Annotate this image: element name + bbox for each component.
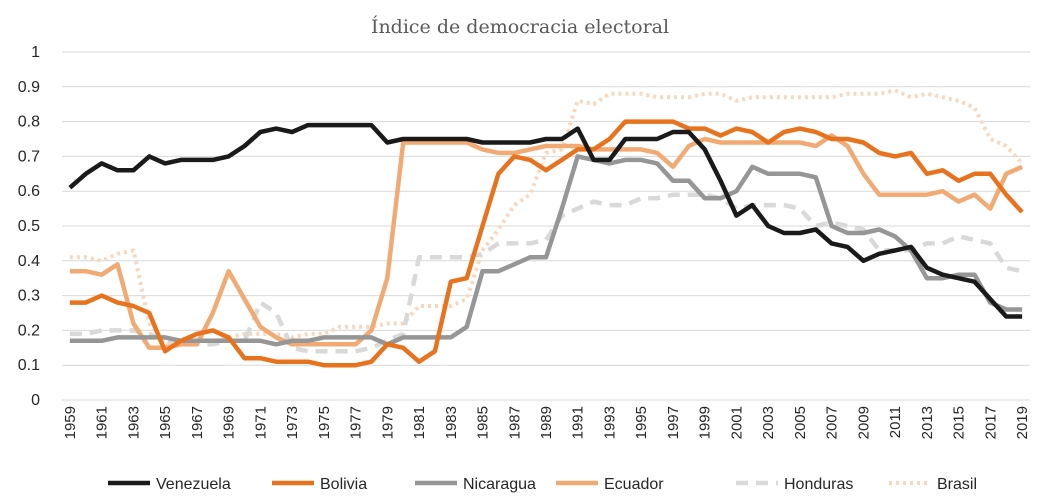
x-tick-label: 1999 — [697, 406, 714, 439]
x-tick-label: 1987 — [506, 406, 523, 439]
x-tick-label: 2005 — [792, 406, 809, 439]
x-axis-ticks: 1959 1961 1963 1965 1967 1969 1971 1973 1975 1977… — [62, 406, 1031, 439]
legend-label-ecuador: Ecuador — [604, 476, 664, 493]
x-tick-label: 2013 — [919, 406, 936, 439]
x-tick-label: 2007 — [824, 406, 841, 439]
y-tick-label: 0 — [31, 392, 40, 409]
y-tick-label: 0.8 — [18, 114, 40, 131]
series-lines — [68, 88, 1024, 368]
x-tick-label: 1971 — [252, 406, 269, 439]
legend-label-brasil: Brasil — [937, 476, 977, 493]
y-tick-label: 0.5 — [18, 218, 40, 235]
y-tick-label: 0.9 — [18, 79, 40, 96]
y-tick-label: 0.4 — [18, 253, 40, 270]
x-tick-label: 1991 — [570, 406, 587, 439]
x-tick-label: 1965 — [157, 406, 174, 439]
series-line-ecuador — [69, 133, 1024, 351]
y-tick-label: 1 — [31, 44, 40, 61]
y-tick-label: 0.6 — [18, 183, 40, 200]
x-tick-label: 2011 — [887, 406, 904, 438]
gridlines — [62, 51, 1030, 401]
series-line-bolivia — [69, 119, 1024, 368]
x-tick-label: 1979 — [379, 406, 396, 439]
x-tick-label: 1959 — [62, 406, 79, 439]
chart-title: Índice de democracia electoral — [371, 15, 669, 38]
legend-label-venezuela: Venezuela — [156, 476, 231, 493]
legend-label-honduras: Honduras — [784, 476, 853, 493]
y-axis-ticks: 0 0.1 0.2 0.3 0.4 0.5 0.6 0.7 0.8 0.9 1 — [18, 44, 40, 409]
x-tick-label: 1975 — [316, 406, 333, 439]
x-tick-label: 1973 — [284, 406, 301, 439]
x-tick-label: 1967 — [189, 406, 206, 439]
legend-label-nicaragua: Nicaragua — [463, 476, 536, 493]
x-tick-label: 1985 — [475, 406, 492, 439]
x-tick-label: 1989 — [538, 406, 555, 439]
y-tick-label: 0.7 — [18, 148, 40, 165]
series-line-brasil — [69, 88, 1024, 347]
y-tick-label: 0.1 — [18, 357, 40, 374]
x-tick-label: 1963 — [125, 406, 142, 439]
x-tick-label: 1983 — [443, 406, 460, 439]
y-tick-label: 0.3 — [18, 288, 40, 305]
legend-label-bolivia: Bolivia — [320, 476, 367, 493]
x-tick-label: 2003 — [760, 406, 777, 439]
x-tick-label: 1969 — [221, 406, 238, 439]
legend: Venezuela Bolivia Nicaragua Ecuador Honduras… — [108, 476, 977, 493]
series-line-honduras — [69, 192, 1023, 354]
x-tick-label: 1993 — [601, 406, 618, 439]
series-line-venezuela — [68, 122, 1023, 319]
x-tick-label: 1995 — [633, 406, 650, 439]
y-tick-label: 0.2 — [18, 322, 40, 339]
x-tick-label: 1977 — [348, 406, 365, 439]
x-tick-label: 1997 — [665, 406, 682, 439]
x-tick-label: 2015 — [951, 406, 968, 439]
x-tick-label: 2009 — [855, 406, 872, 439]
x-tick-label: 1981 — [411, 406, 428, 439]
x-tick-label: 2019 — [1014, 406, 1031, 439]
x-tick-label: 2001 — [728, 406, 745, 439]
x-tick-label: 1961 — [94, 406, 111, 439]
x-tick-label: 2017 — [982, 406, 999, 439]
